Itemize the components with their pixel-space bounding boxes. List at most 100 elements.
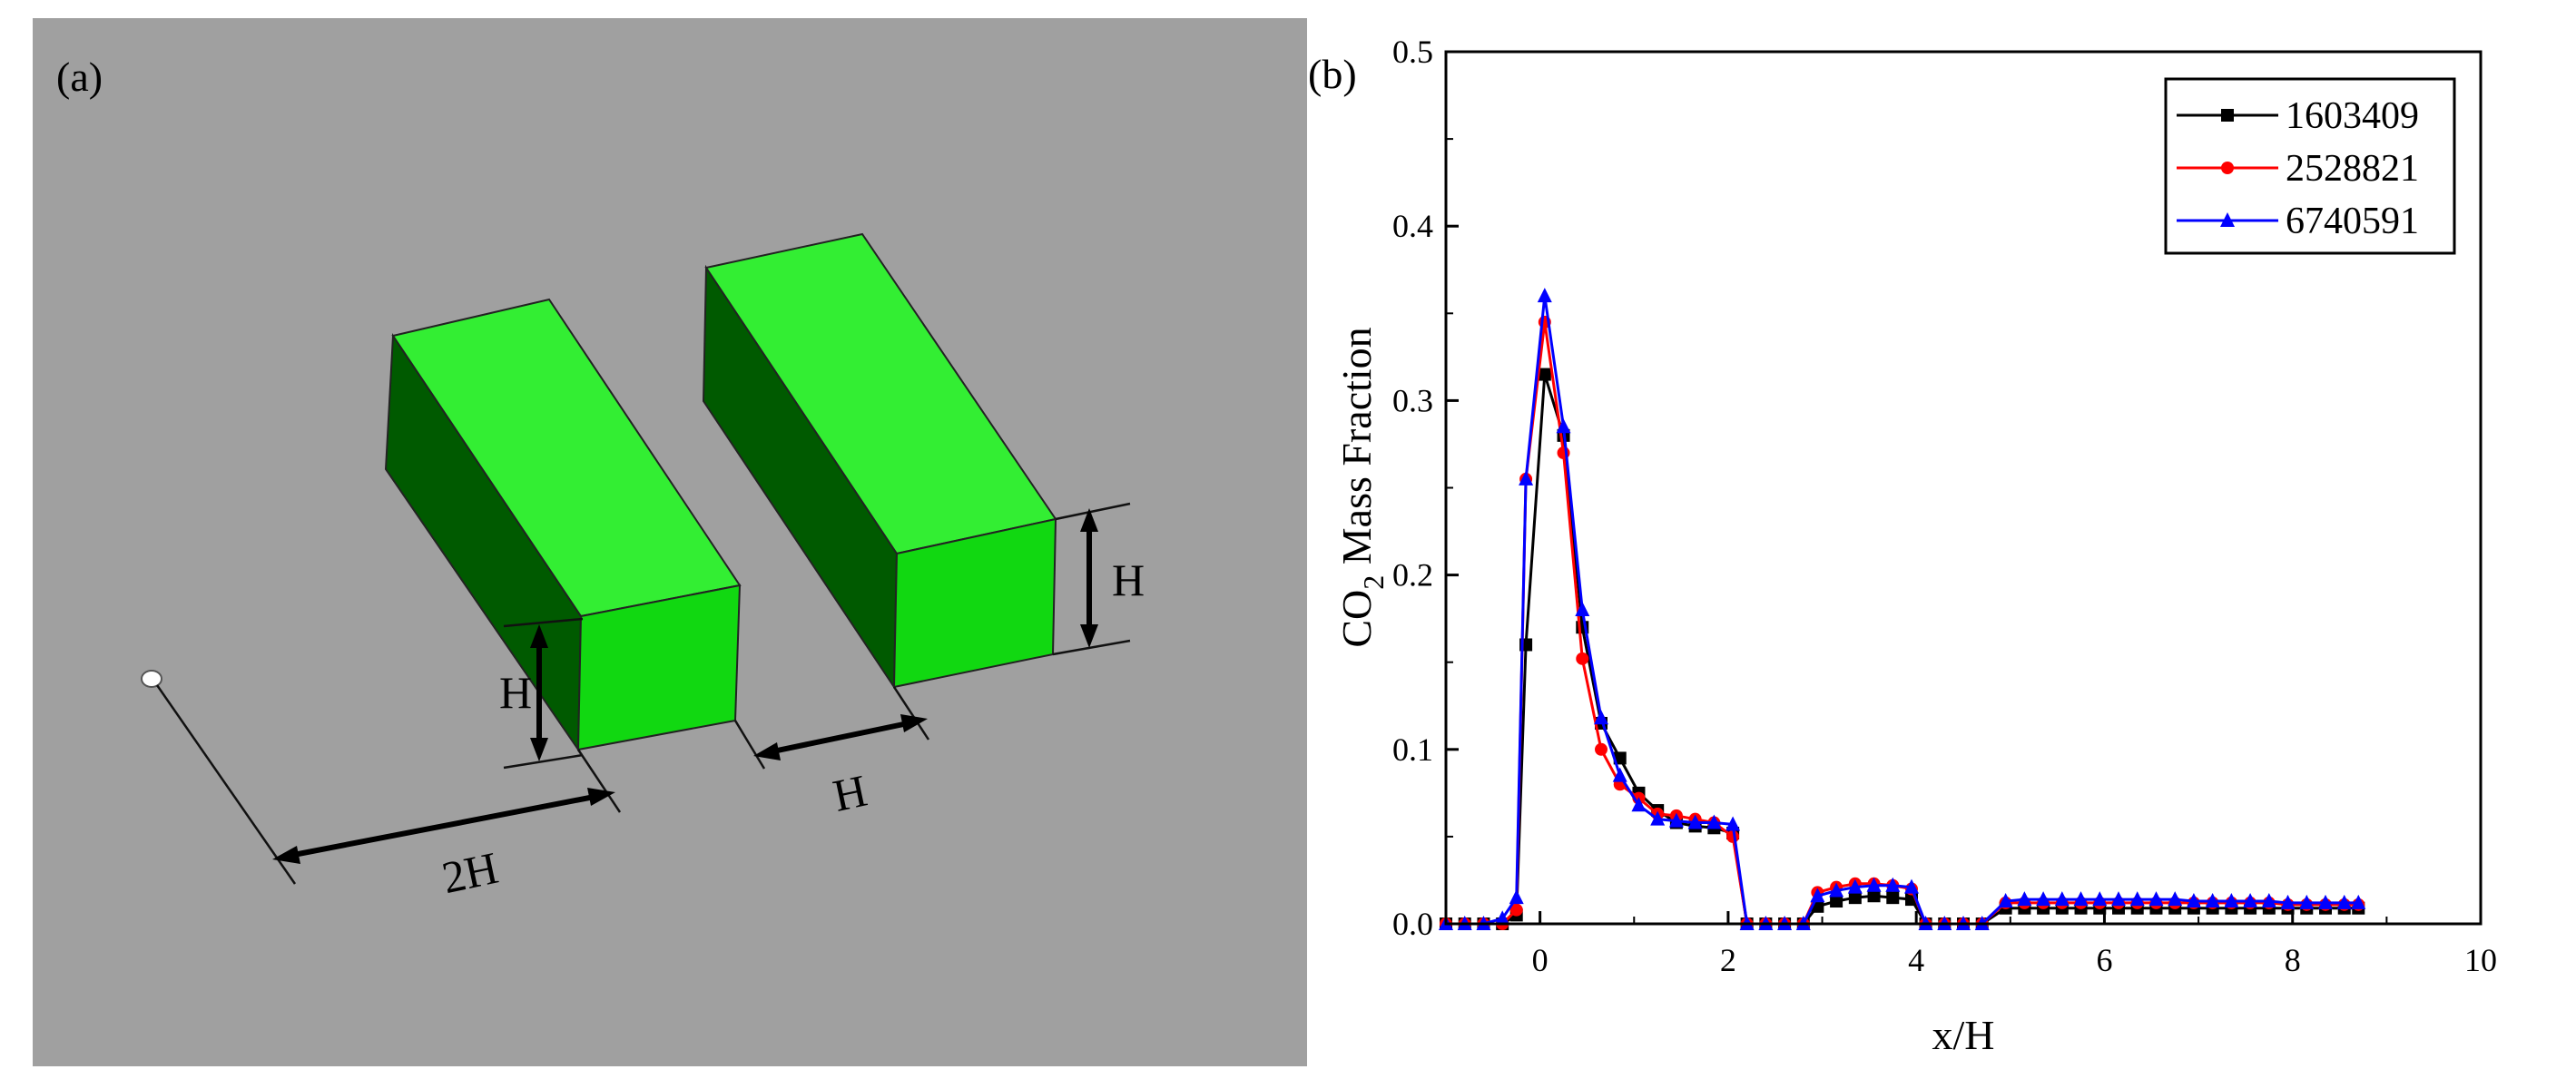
data-point <box>1575 602 1590 617</box>
data-point <box>1847 878 1863 894</box>
data-point <box>1866 877 1882 892</box>
y-axis-label-main: CO <box>1333 590 1380 648</box>
data-point <box>2261 893 2276 908</box>
data-point <box>2299 894 2315 909</box>
data-point <box>1904 878 1919 894</box>
y-tick-label: 0.3 <box>1392 382 1433 418</box>
series-6740591 <box>1439 288 2366 930</box>
ext-line-3b <box>1052 639 1131 656</box>
data-point <box>2221 162 2234 174</box>
data-point <box>1612 767 1627 782</box>
axis-layer: 0 2 4 6 8 10 0.0 0.1 0.2 0.3 0.4 0.5 <box>1392 34 2497 978</box>
panel-a-label: (a) <box>56 54 103 100</box>
y-tick-label: 0.0 <box>1392 906 1433 942</box>
legend-label: 2528821 <box>2286 148 2419 190</box>
y-tick-label: 0.5 <box>1392 34 1433 70</box>
panel-a-illustration: (a) <box>33 18 1307 1066</box>
legend: 1603409 2528821 6740591 <box>2164 77 2456 255</box>
data-point <box>1885 877 1901 892</box>
ext-line-1a <box>503 617 584 628</box>
data-point <box>1867 889 1881 903</box>
data-point <box>1998 893 2013 908</box>
legend-label: 1603409 <box>2286 95 2419 137</box>
dim-label-left-height: H <box>499 667 532 718</box>
y-axis-label-rest: Mass Fraction <box>1333 327 1380 574</box>
data-point <box>2017 891 2032 907</box>
data-point <box>1537 288 1552 303</box>
data-point <box>1519 470 1534 486</box>
legend-box <box>2164 77 2456 255</box>
x-tick-label: 0 <box>1532 942 1549 978</box>
data-point <box>1687 814 1703 829</box>
x-tick-label: 10 <box>2464 942 2497 978</box>
data-point <box>1613 751 1627 765</box>
data-point <box>2221 109 2234 122</box>
series-2528821 <box>1440 315 2365 930</box>
y-tick-label: 0.2 <box>1392 557 1433 594</box>
ext-line-1b <box>503 753 584 770</box>
panel-b-label: (b) <box>1308 51 1357 97</box>
data-point <box>1509 889 1524 905</box>
ext-line-1c <box>576 749 622 813</box>
source-point-icon <box>141 670 162 688</box>
data-point <box>1576 652 1589 665</box>
dim-arrow-gap <box>763 719 918 756</box>
data-point <box>1726 816 1741 831</box>
source-line <box>155 684 297 885</box>
y-tick-label: 0.4 <box>1392 208 1433 244</box>
x-tick-label: 2 <box>1720 942 1736 978</box>
data-point <box>1830 895 1844 908</box>
data-point <box>2168 891 2183 907</box>
dim-arrow-upstream <box>283 792 605 859</box>
legend-label: 6740591 <box>2286 201 2419 242</box>
data-point <box>2148 891 2164 907</box>
data-point <box>2205 893 2220 908</box>
data-point <box>1668 812 1684 828</box>
data-point <box>2073 891 2089 907</box>
data-point <box>2054 891 2070 907</box>
data-point <box>1810 888 1825 903</box>
chart-svg: (b) 0 2 4 6 8 10 0.0 0.1 0.2 0.3 0.4 0.5 x/H CO2 Ma… <box>1308 34 2497 1058</box>
ext-line-3a <box>1055 502 1131 521</box>
data-point <box>1848 891 1862 905</box>
data-point <box>2092 891 2108 907</box>
data-point <box>2336 894 2352 909</box>
data-point <box>1495 910 1510 926</box>
data-point <box>2318 894 2333 909</box>
data-point <box>1509 903 1523 917</box>
dimension-arrows <box>283 519 1092 859</box>
dim-label-upstream: 2H <box>438 842 502 903</box>
data-point <box>2111 891 2126 907</box>
data-point <box>2186 893 2201 908</box>
data-point <box>1650 810 1666 826</box>
data-point <box>1595 742 1608 756</box>
plot-frame <box>1444 50 2483 926</box>
data-point <box>2224 893 2239 908</box>
series-layer <box>1439 288 2366 930</box>
data-point <box>1556 418 1571 434</box>
data-point <box>1538 368 1551 381</box>
panel-b-chart: (b) 0 2 4 6 8 10 0.0 0.1 0.2 0.3 0.4 0.5 x/H CO2 Ma… <box>1307 0 2576 1084</box>
ext-line-2b <box>892 686 930 741</box>
data-point <box>1631 797 1647 812</box>
y-tick-label: 0.1 <box>1392 731 1433 768</box>
series-1603409 <box>1440 368 2365 930</box>
data-point <box>2243 893 2258 908</box>
data-point <box>1706 814 1722 829</box>
x-tick-label: 8 <box>2285 942 2301 978</box>
data-point <box>1829 882 1844 898</box>
x-axis-label: x/H <box>1932 1012 1995 1058</box>
panel-a-svg: (a) <box>33 18 1307 1066</box>
y-axis-label: CO2 Mass Fraction <box>1333 327 1390 647</box>
data-point <box>2036 891 2051 907</box>
x-tick-label: 4 <box>1908 942 1924 978</box>
arrow-heads <box>272 508 1098 864</box>
data-point <box>2220 212 2235 227</box>
dim-label-right-height: H <box>1112 554 1145 605</box>
data-point <box>1594 710 1608 725</box>
data-point <box>2129 891 2145 907</box>
x-tick-label: 6 <box>2096 942 2112 978</box>
ext-line-2a <box>733 720 766 770</box>
data-point <box>1886 891 1900 905</box>
data-point <box>2351 894 2366 909</box>
